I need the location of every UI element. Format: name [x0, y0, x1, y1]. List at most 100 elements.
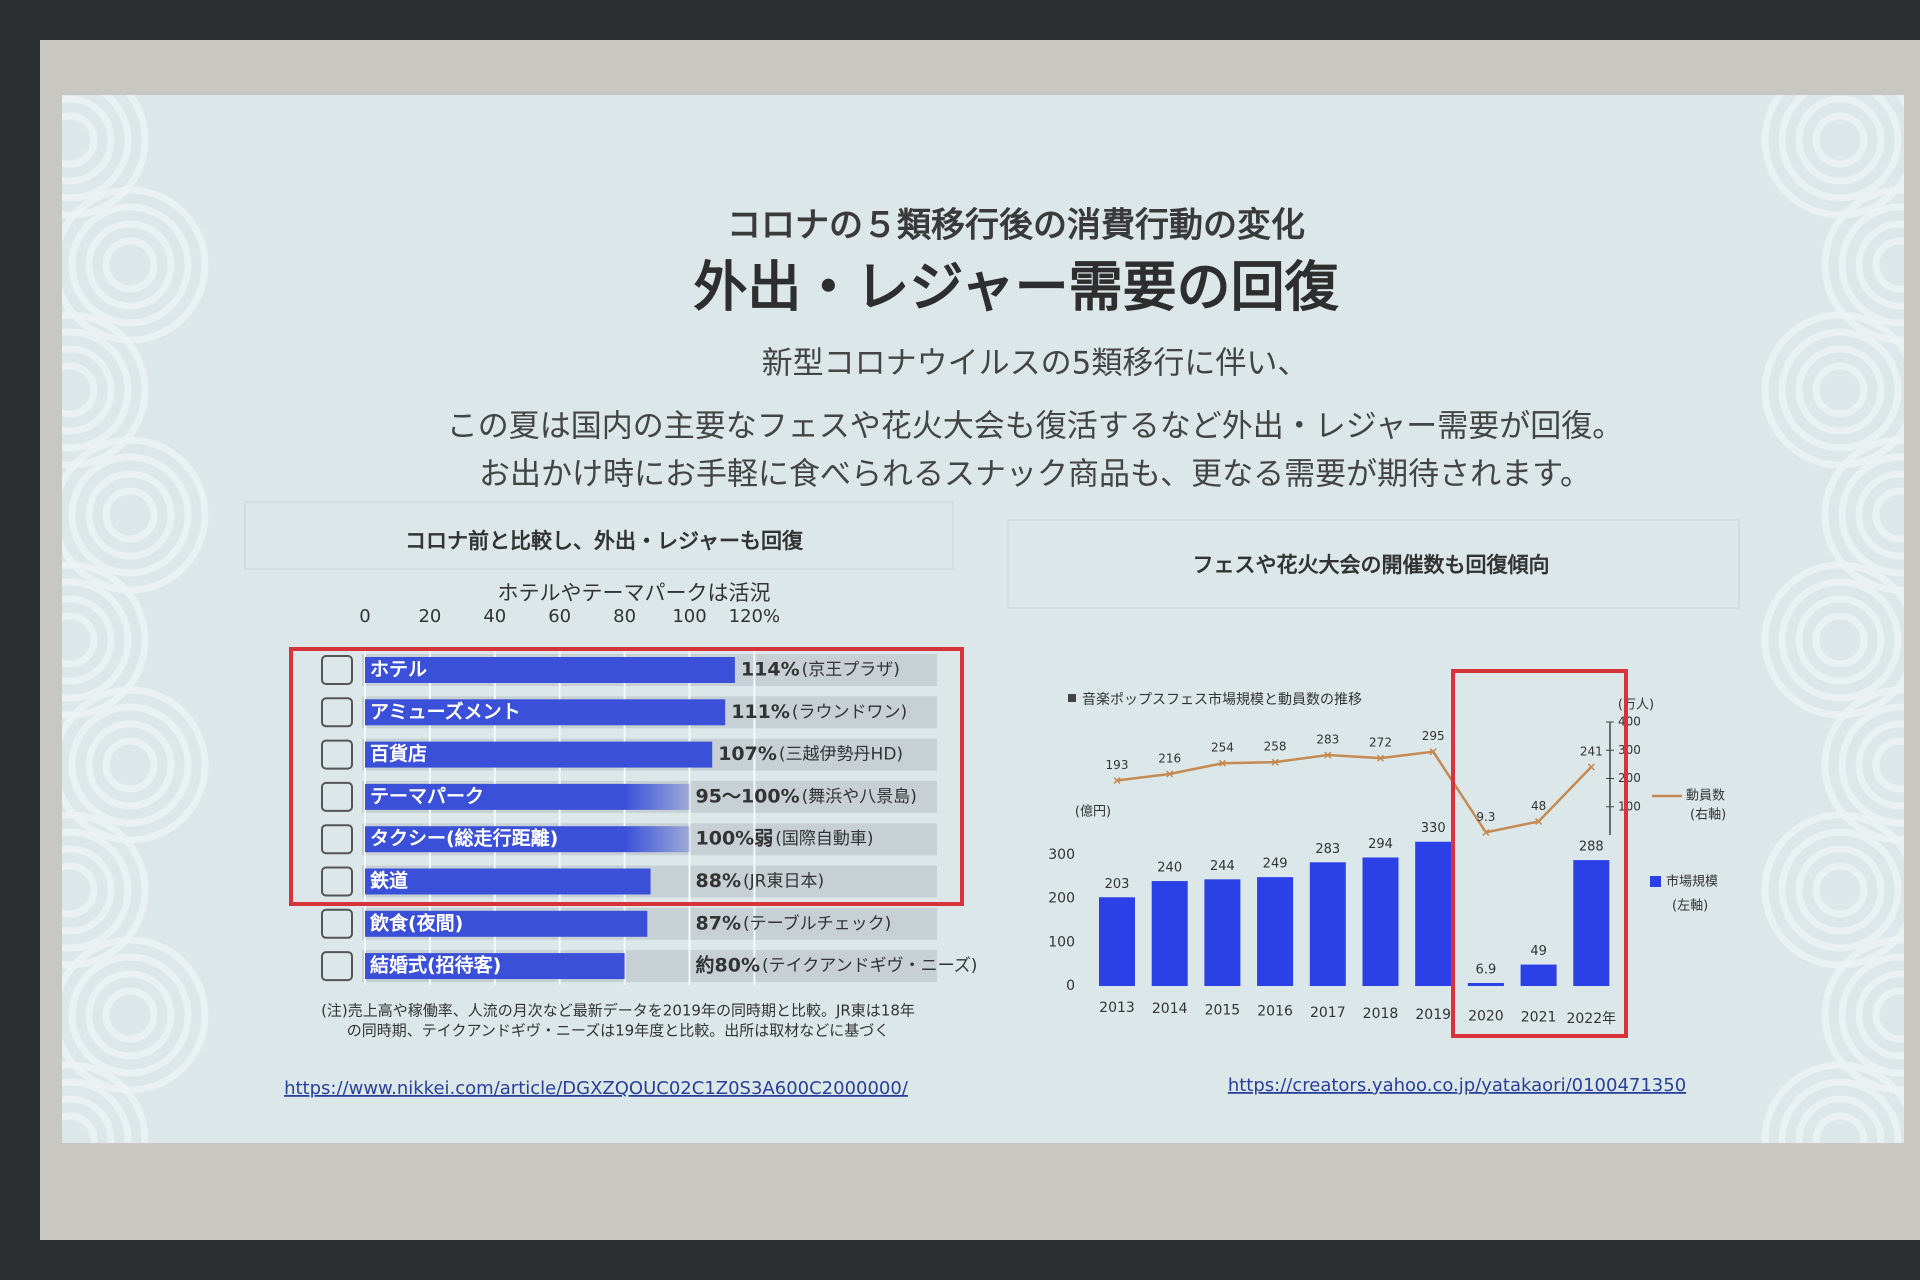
category-label: タクシー(総走行距離) [370, 827, 558, 850]
row-icon [321, 739, 353, 770]
x-tick-label: 0 [359, 606, 370, 627]
highlight-box [1451, 669, 1628, 1038]
source-label: (テーブルチェック) [743, 913, 891, 934]
pattern-ring [62, 1095, 115, 1143]
value-label: 111% [731, 701, 790, 723]
line-marker [1271, 758, 1279, 766]
x-tick-label: 2013 [1099, 1000, 1135, 1016]
y-tick-label: 0 [1066, 978, 1075, 994]
x-tick-label: 2019 [1415, 1007, 1451, 1023]
chart-title: 音楽ポップスフェス市場規模と動員数の推移 [1082, 691, 1362, 708]
line-marker [1482, 828, 1490, 836]
bar [1204, 879, 1241, 986]
bar [1573, 860, 1610, 986]
row-icon [321, 697, 353, 728]
line-marker [1535, 817, 1543, 825]
y2-axis-label: (万人) [1618, 698, 1654, 713]
pattern-ring [1872, 237, 1904, 293]
legend-swatch [1068, 694, 1076, 702]
row-icon [321, 908, 353, 939]
x-tick-label: 2020 [1468, 1008, 1504, 1024]
data-label: 240 [1157, 861, 1182, 876]
pattern-ring [62, 595, 115, 685]
value-label: 88% [696, 870, 741, 892]
legend-note: (右軸) [1690, 808, 1726, 823]
x-tick-label: 2021 [1521, 1010, 1557, 1026]
data-label: 288 [1579, 840, 1604, 855]
source-link[interactable]: https://www.nikkei.com/article/DGXZQOUC0… [284, 1078, 909, 1099]
source-label: (国際自動車) [775, 829, 873, 849]
bar [1151, 881, 1188, 986]
pattern-ring [1812, 862, 1868, 918]
category-label: テーマパーク [370, 785, 484, 807]
bar [365, 826, 690, 853]
bar [1467, 982, 1504, 986]
source-label: (テイクアンドギヴ・ニーズ) [762, 956, 977, 976]
pattern [62, 95, 1904, 1143]
legend-label: 市場規模 [1666, 874, 1718, 890]
data-label: 6.9 [1476, 962, 1497, 977]
pattern-ring [68, 953, 192, 1077]
data-label: 258 [1264, 740, 1287, 754]
pattern-ring [1778, 578, 1902, 702]
pattern-ring [1812, 112, 1868, 168]
pattern-ring [1855, 970, 1904, 1060]
source-label: (JR東日本) [743, 872, 824, 892]
y-tick-label: 200 [1048, 891, 1075, 907]
pattern-ring [85, 470, 175, 560]
value-label: 95～100% [696, 785, 800, 807]
data-label: 330 [1421, 821, 1446, 836]
x-tick-label: 40 [483, 606, 506, 627]
pattern-ring [1778, 95, 1902, 202]
y2-tick-label: 100 [1618, 799, 1641, 813]
chart-title: ホテルやテーマパークは活況 [498, 581, 771, 605]
line-marker [1113, 776, 1121, 785]
pattern-ring [1812, 612, 1868, 668]
value-label: 100%弱 [696, 828, 774, 850]
pattern-ring [68, 203, 192, 327]
body-line: 新型コロナウイルスの5類移行に伴い、 [762, 346, 1309, 382]
line-marker [1587, 763, 1595, 771]
category-label: 結婚式(招待客) [370, 954, 501, 977]
panel-heading: フェスや花火大会の開催数も回復傾向 [1193, 553, 1550, 577]
pattern-ring [68, 453, 192, 577]
pattern-ring [85, 220, 175, 310]
pattern-ring [62, 1078, 132, 1143]
data-label: 49 [1530, 944, 1547, 959]
row-icon [321, 866, 353, 897]
pattern-ring [102, 987, 158, 1043]
pattern-ring [1838, 203, 1904, 327]
bar [365, 868, 651, 895]
value-label: 87% [696, 912, 741, 934]
source-link[interactable]: https://creators.yahoo.co.jp/yatakaori/0… [1228, 1075, 1686, 1096]
pattern-ring [62, 612, 98, 668]
value-label: 107% [718, 743, 777, 765]
category-label: 飲食(夜間) [369, 911, 463, 934]
title-line: 外出・レジャー需要の回復 [693, 256, 1339, 319]
pattern-ring [102, 237, 158, 293]
value-label: 約80% [696, 954, 760, 977]
pattern-ring [1838, 953, 1904, 1077]
data-label: 272 [1369, 736, 1392, 750]
pattern-ring [102, 737, 158, 793]
x-tick-label: 2014 [1152, 1001, 1188, 1017]
row-icon [321, 655, 353, 685]
data-label: 254 [1211, 741, 1234, 755]
x-tick-label: 2022年 [1566, 1011, 1616, 1027]
pattern-ring [1838, 453, 1904, 577]
category-label: 鉄道 [370, 869, 408, 892]
line-marker [1218, 759, 1226, 767]
value-label: 114% [741, 659, 800, 681]
row-icon [321, 781, 353, 812]
pattern-ring [62, 578, 132, 702]
bar [1362, 857, 1399, 986]
x-tick-label: 120% [729, 606, 780, 627]
data-label: 193 [1106, 758, 1129, 772]
data-label: 249 [1263, 857, 1288, 872]
data-label: 9.3 [1476, 810, 1495, 824]
pattern-ring [102, 487, 158, 543]
pattern-ring [62, 95, 115, 185]
pattern-ring [1795, 1095, 1885, 1143]
bar [365, 783, 690, 810]
